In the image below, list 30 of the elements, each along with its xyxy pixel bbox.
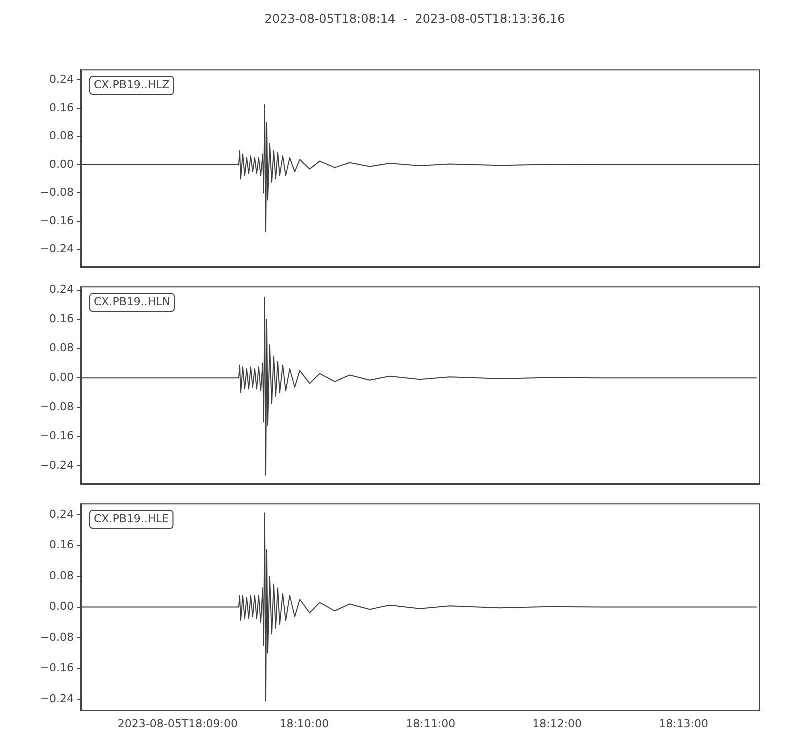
chart-title: 2023-08-05T18:08:14 - 2023-08-05T18:13:36.16	[264, 11, 566, 28]
y-tick-label: 0.24	[50, 73, 74, 86]
y-tick-label: −0.08	[40, 630, 74, 644]
y-tick-label: −0.16	[40, 214, 74, 228]
y-tick-label: −0.24	[40, 242, 74, 256]
x-tick-label: 18:11:00	[406, 717, 456, 730]
y-tick-label: 0.16	[50, 312, 74, 326]
y-tick-label: 0.16	[50, 101, 74, 114]
annotation: CX.PB19..HLZ	[94, 78, 170, 92]
y-tick-label: 0.08	[50, 569, 74, 582]
y-tick-label: −0.16	[40, 430, 74, 443]
y-tick-label: 0.24	[50, 283, 74, 296]
x-tick-label: 18:10:00	[280, 717, 330, 730]
y-tick-label: −0.24	[40, 458, 74, 472]
y-tick-label: −0.08	[40, 186, 74, 200]
y-tick-label: 0.00	[50, 600, 74, 614]
x-tick-label: 18:13:00	[659, 717, 708, 730]
x-tick-label: 18:12:00	[532, 717, 582, 730]
y-tick-label: 0.24	[50, 508, 74, 521]
y-tick-label: 0.08	[50, 130, 74, 143]
annotation: CX.PB19..HLE	[94, 512, 170, 526]
y-tick-label: 0.08	[50, 342, 74, 355]
y-tick-label: −0.24	[40, 692, 74, 706]
y-tick-label: −0.08	[40, 400, 74, 414]
x-tick-label: 2023-08-05T18:09:00	[118, 717, 238, 730]
y-tick-label: 0.16	[50, 538, 74, 552]
y-tick-label: 0.00	[50, 158, 74, 171]
y-tick-label: −0.16	[40, 662, 74, 675]
y-tick-label: 0.00	[50, 371, 74, 384]
annotation: CX.PB19..HLN	[94, 295, 171, 308]
